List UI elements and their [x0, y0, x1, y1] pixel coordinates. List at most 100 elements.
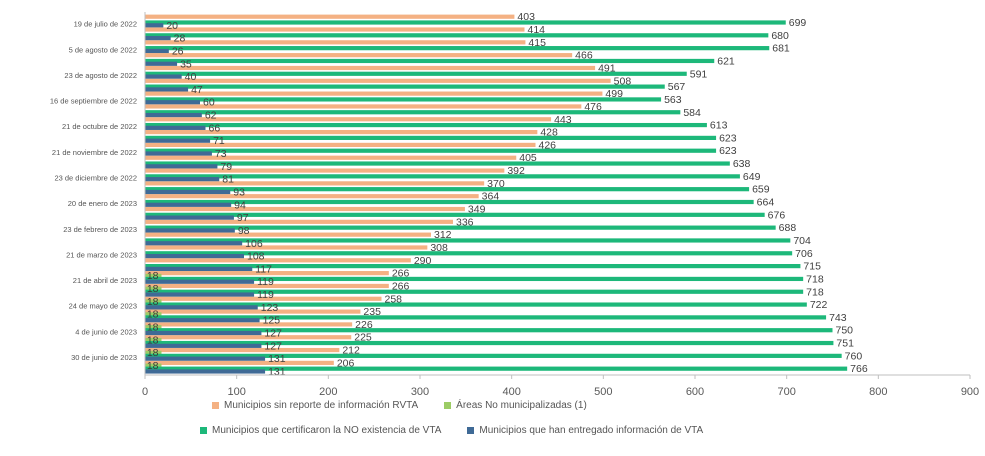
category-label-1: 19 de julio de 2022	[74, 20, 137, 29]
category-label-2: 5 de agosto de 2022	[69, 45, 137, 54]
bar-municipios-sin-reporte-de-informacion-rv-25	[145, 322, 353, 327]
data-label-municipios-que-han-entregado-informacion-15: 94	[234, 199, 246, 211]
data-label-areas-no-municipalizadas-1-22: 18	[147, 283, 159, 295]
data-label-municipios-sin-reporte-de-informacion-rv-27: 212	[342, 345, 360, 357]
data-label-municipios-que-han-entregado-informacion-11: 73	[215, 148, 227, 160]
data-label-municipios-que-certificaron-la-no-existe-24: 743	[829, 312, 847, 324]
bar-municipios-que-certificaron-la-no-existe-28	[145, 366, 848, 371]
data-label-municipios-que-certificaron-la-no-existe-20: 715	[803, 261, 821, 273]
data-label-areas-no-municipalizadas-1-28: 18	[147, 360, 159, 372]
data-label-municipios-que-certificaron-la-no-existe-13: 649	[743, 171, 761, 183]
legend-label-entregado: Municipios que han entregado información…	[479, 425, 704, 436]
bar-municipios-sin-reporte-de-informacion-rv-3	[145, 40, 526, 45]
legend-item-no-existencia: Municipios que certificaron la NO existe…	[200, 425, 441, 436]
bar-municipios-que-certificaron-la-no-existe-2	[145, 33, 769, 38]
bar-municipios-que-han-entregado-informacion-15	[145, 202, 232, 207]
category-label-12: 24 de mayo de 2023	[69, 302, 137, 311]
bar-municipios-sin-reporte-de-informacion-rv-12	[145, 155, 517, 160]
data-label-municipios-que-han-entregado-informacion-21: 119	[257, 276, 274, 288]
x-tick-label-0: 0	[142, 386, 148, 398]
data-label-municipios-que-han-entregado-informacion-10: 71	[213, 135, 225, 147]
data-label-areas-no-municipalizadas-1-23: 18	[147, 296, 159, 308]
data-label-municipios-sin-reporte-de-informacion-rv-19: 308	[430, 242, 448, 254]
data-label-municipios-que-certificaron-la-no-existe-27: 760	[845, 350, 863, 362]
bar-municipios-que-han-entregado-informacion-22	[145, 292, 255, 297]
data-label-municipios-sin-reporte-de-informacion-rv-21: 266	[392, 268, 410, 280]
bar-municipios-sin-reporte-de-informacion-rv-14	[145, 181, 485, 186]
bar-municipios-que-certificaron-la-no-existe-5	[145, 71, 687, 76]
data-label-municipios-sin-reporte-de-informacion-rv-7: 499	[605, 88, 623, 100]
data-label-municipios-sin-reporte-de-informacion-rv-4: 466	[575, 50, 593, 62]
bar-municipios-que-certificaron-la-no-existe-20	[145, 264, 801, 269]
bar-municipios-sin-reporte-de-informacion-rv-26	[145, 335, 352, 340]
bar-municipios-que-certificaron-la-no-existe-27	[145, 353, 842, 358]
data-label-municipios-que-certificaron-la-no-existe-1: 699	[789, 17, 807, 29]
bar-municipios-sin-reporte-de-informacion-rv-17	[145, 219, 453, 224]
bar-municipios-sin-reporte-de-informacion-rv-16	[145, 206, 465, 212]
data-label-municipios-sin-reporte-de-informacion-rv-20: 290	[414, 255, 432, 267]
category-label-5: 21 de octubre de 2022	[62, 122, 137, 131]
category-label-3: 23 de agosto de 2022	[64, 71, 137, 80]
bar-municipios-sin-reporte-de-informacion-rv-5	[145, 65, 596, 71]
data-label-municipios-sin-reporte-de-informacion-rv-26: 225	[354, 332, 372, 344]
category-label-10: 21 de marzo de 2023	[66, 250, 137, 259]
bar-municipios-que-han-entregado-informacion-24	[145, 318, 260, 323]
bar-municipios-que-certificaron-la-no-existe-21	[145, 276, 804, 282]
bar-municipios-que-han-entregado-informacion-7	[145, 100, 200, 105]
bar-municipios-que-certificaron-la-no-existe-8	[145, 110, 681, 115]
data-label-municipios-que-han-entregado-informacion-3: 26	[172, 45, 184, 57]
data-label-municipios-que-han-entregado-informacion-13: 81	[222, 174, 234, 186]
x-tick-label-600: 600	[686, 386, 704, 398]
bar-municipios-sin-reporte-de-informacion-rv-27	[145, 347, 340, 353]
bar-areas-no-municipalizadas-1-28	[145, 363, 162, 368]
category-label-4: 16 de septiembre de 2022	[50, 97, 137, 106]
data-label-municipios-que-certificaron-la-no-existe-8: 584	[683, 107, 701, 119]
bar-municipios-sin-reporte-de-informacion-rv-24	[145, 309, 361, 314]
data-label-municipios-que-han-entregado-informacion-18: 106	[245, 238, 263, 250]
category-label-14: 30 de junio de 2023	[71, 353, 137, 362]
data-label-municipios-que-certificaron-la-no-existe-18: 704	[793, 235, 811, 247]
data-label-areas-no-municipalizadas-1-25: 18	[147, 322, 159, 334]
bar-municipios-que-han-entregado-informacion-9	[145, 125, 206, 130]
data-label-areas-no-municipalizadas-1-27: 18	[147, 347, 159, 359]
legend-swatch-no-existencia	[200, 427, 207, 434]
bar-municipios-que-certificaron-la-no-existe-10	[145, 135, 717, 140]
bar-municipios-que-han-entregado-informacion-17	[145, 228, 235, 233]
bar-municipios-que-certificaron-la-no-existe-13	[145, 174, 740, 179]
data-label-municipios-que-certificaron-la-no-existe-15: 664	[757, 197, 775, 209]
data-label-municipios-que-han-entregado-informacion-19: 108	[247, 251, 265, 263]
data-label-municipios-sin-reporte-de-informacion-rv-13: 392	[507, 165, 525, 177]
legend-swatch-sin-reporte	[212, 402, 219, 409]
bar-municipios-que-han-entregado-informacion-16	[145, 215, 234, 220]
data-label-municipios-sin-reporte-de-informacion-rv-1: 403	[517, 11, 535, 23]
bar-municipios-que-certificaron-la-no-existe-16	[145, 212, 765, 217]
bar-municipios-sin-reporte-de-informacion-rv-15	[145, 194, 479, 199]
data-label-municipios-sin-reporte-de-informacion-rv-28: 206	[337, 357, 355, 369]
bar-municipios-que-certificaron-la-no-existe-17	[145, 225, 776, 230]
bar-municipios-sin-reporte-de-informacion-rv-8	[145, 104, 582, 109]
data-label-municipios-sin-reporte-de-informacion-rv-14: 370	[487, 178, 505, 190]
bar-municipios-que-certificaron-la-no-existe-9	[145, 122, 707, 128]
x-tick-label-400: 400	[502, 386, 520, 398]
x-tick-label-200: 200	[319, 386, 337, 398]
data-label-municipios-que-han-entregado-informacion-17: 98	[238, 225, 250, 237]
bar-municipios-que-certificaron-la-no-existe-6	[145, 84, 665, 89]
bar-municipios-que-han-entregado-informacion-2	[145, 36, 171, 41]
data-label-municipios-que-certificaron-la-no-existe-12: 638	[733, 158, 751, 170]
data-label-municipios-que-han-entregado-informacion-4: 35	[180, 58, 192, 70]
x-tick-label-300: 300	[411, 386, 429, 398]
bar-municipios-sin-reporte-de-informacion-rv-22	[145, 283, 389, 289]
bar-municipios-sin-reporte-de-informacion-rv-6	[145, 78, 611, 83]
bar-municipios-que-certificaron-la-no-existe-3	[145, 46, 770, 51]
data-label-municipios-sin-reporte-de-informacion-rv-15: 364	[482, 191, 500, 203]
x-tick-label-900: 900	[961, 386, 979, 398]
data-label-municipios-que-han-entregado-informacion-5: 40	[185, 71, 197, 83]
legend-label-no-existencia: Municipios que certificaron la NO existe…	[212, 425, 442, 436]
bar-municipios-que-certificaron-la-no-existe-22	[145, 289, 804, 294]
bar-municipios-que-han-entregado-informacion-27	[145, 356, 266, 361]
data-label-municipios-sin-reporte-de-informacion-rv-23: 258	[385, 293, 403, 305]
data-label-municipios-que-certificaron-la-no-existe-26: 751	[836, 338, 854, 350]
data-label-municipios-que-certificaron-la-no-existe-4: 621	[717, 55, 735, 67]
